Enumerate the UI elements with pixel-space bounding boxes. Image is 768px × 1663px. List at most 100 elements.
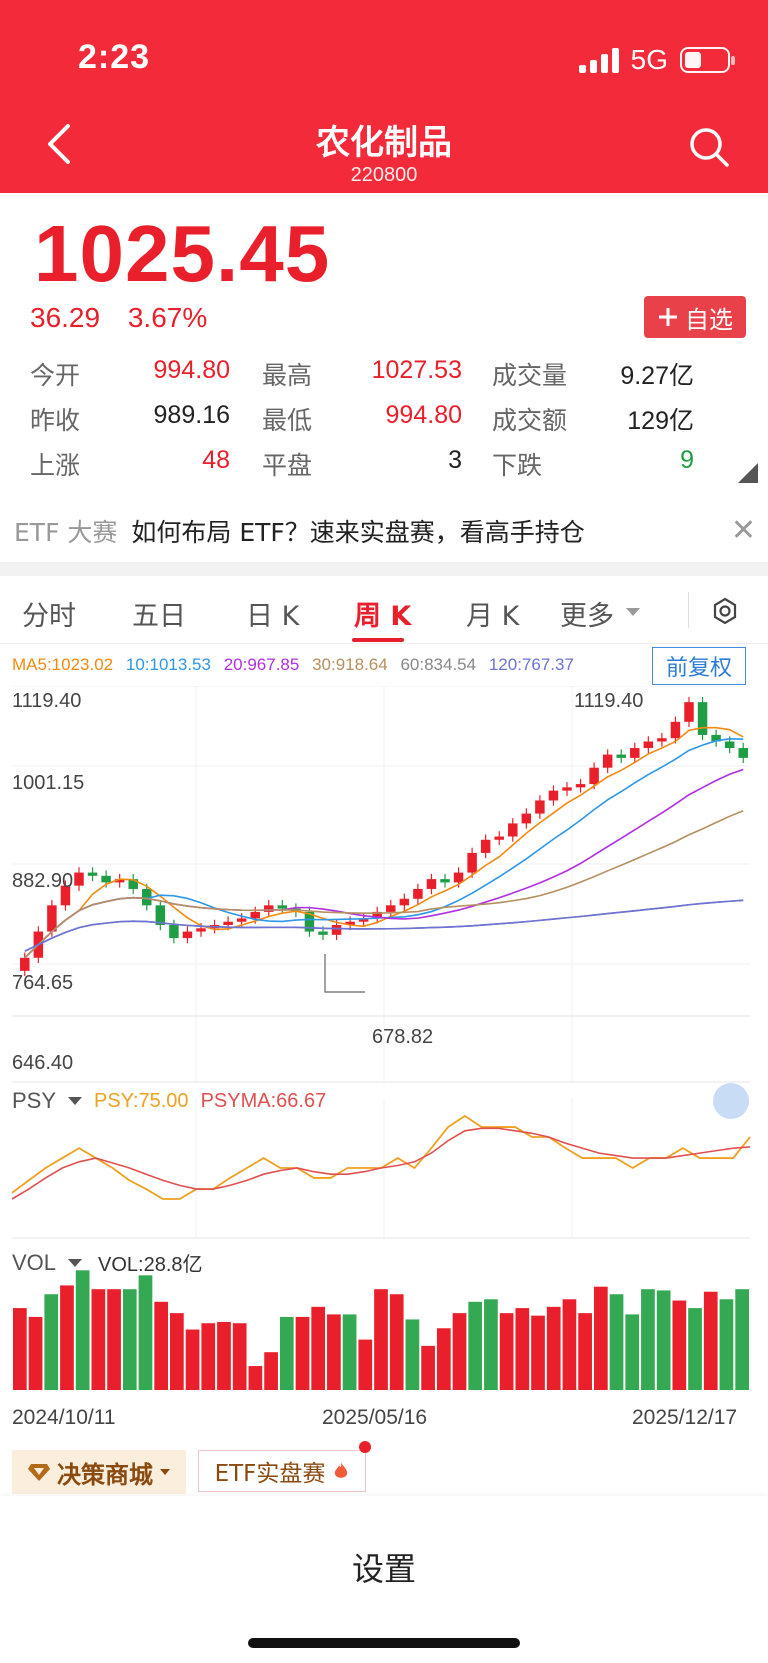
candle-body bbox=[60, 885, 71, 906]
tab-3[interactable]: 周 K bbox=[354, 601, 412, 632]
max-price-label: 1119.40 bbox=[574, 690, 644, 712]
vol-legend: VOL VOL:28.8亿 bbox=[12, 1248, 203, 1277]
psy-selector[interactable]: PSY bbox=[12, 1088, 82, 1114]
volume-bar bbox=[468, 1301, 483, 1390]
price-change: 36.29 3.67% bbox=[30, 302, 227, 334]
volume-bar bbox=[405, 1319, 420, 1390]
candle-body bbox=[697, 702, 708, 735]
volume-bar bbox=[499, 1313, 514, 1390]
watch-label: 自选 bbox=[685, 305, 733, 334]
add-watchlist-button[interactable]: 自选 bbox=[644, 296, 746, 338]
volume-bar bbox=[170, 1313, 184, 1390]
tab-4[interactable]: 月 K bbox=[466, 601, 520, 632]
volume-bar bbox=[217, 1321, 231, 1390]
y-axis-mid3: 764.65 bbox=[12, 972, 74, 994]
quote-stats: 今开 994.80 最高 1027.53 成交量 9.27亿 昨收 989.16 最低 994.8… bbox=[30, 356, 740, 491]
adjust-type-button[interactable]: 前复权 bbox=[652, 647, 746, 685]
candle-body bbox=[74, 872, 84, 886]
candle-body bbox=[264, 905, 274, 912]
candle-body bbox=[196, 928, 206, 932]
candle-body bbox=[467, 852, 477, 873]
tab-1[interactable]: 五日 bbox=[132, 601, 186, 632]
settings-label[interactable]: 设置 bbox=[351, 1550, 416, 1588]
volume-bar bbox=[625, 1314, 640, 1390]
ma120-line bbox=[24, 899, 744, 952]
settings-sheet[interactable]: 设置 bbox=[0, 1496, 768, 1663]
candle-body bbox=[304, 911, 315, 932]
volume-bar bbox=[28, 1316, 43, 1390]
volume-bar bbox=[735, 1289, 749, 1390]
volume-bar bbox=[295, 1316, 310, 1390]
home-indicator bbox=[248, 1638, 520, 1648]
back-arrow-icon[interactable] bbox=[40, 120, 80, 168]
y-axis-high: 1119.40 bbox=[12, 690, 82, 712]
stat-value: 9 bbox=[680, 446, 694, 474]
ma120-value: 120:767.37 bbox=[488, 655, 574, 674]
candle-body bbox=[657, 738, 667, 742]
candle-body bbox=[630, 748, 640, 758]
tab-2[interactable]: 日 K bbox=[246, 601, 300, 632]
volume-bar bbox=[13, 1308, 27, 1390]
candle-body bbox=[480, 839, 491, 853]
ma30-line bbox=[24, 809, 744, 959]
date-end: 2025/12/17 bbox=[632, 1406, 738, 1429]
etf-contest-button[interactable]: ETF实盘赛 bbox=[198, 1441, 371, 1492]
volume-bar bbox=[436, 1328, 451, 1390]
candle-body bbox=[345, 921, 355, 925]
stat-value: 994.80 bbox=[385, 401, 462, 429]
stat-label: 最低 bbox=[262, 406, 313, 435]
volume-bar bbox=[641, 1289, 655, 1390]
search-icon[interactable] bbox=[688, 126, 730, 168]
candle-body bbox=[372, 911, 382, 919]
diamond-icon bbox=[28, 1464, 50, 1481]
battery-icon bbox=[680, 47, 735, 73]
close-icon[interactable]: ✕ bbox=[730, 513, 756, 548]
min-marker bbox=[324, 954, 365, 993]
indicator-switch-icon[interactable] bbox=[713, 1083, 749, 1119]
candle-body bbox=[358, 918, 369, 922]
candle-body bbox=[589, 767, 599, 785]
candle-body bbox=[87, 872, 98, 876]
status-time: 2:23 bbox=[78, 38, 151, 76]
candle-body bbox=[277, 905, 288, 909]
ma5-line bbox=[24, 726, 744, 959]
expand-corner-icon[interactable] bbox=[738, 463, 758, 483]
min-price-label: 678.82 bbox=[372, 1026, 434, 1048]
ma60-value: 60:834.54 bbox=[400, 655, 477, 674]
stat-label: 昨收 bbox=[30, 406, 81, 435]
candle-body bbox=[738, 748, 748, 758]
candle-body bbox=[521, 813, 532, 824]
volume-bar bbox=[44, 1294, 59, 1390]
chart-settings-icon[interactable] bbox=[710, 596, 740, 626]
tab-5[interactable]: 更多 bbox=[560, 601, 614, 632]
candle-body bbox=[399, 898, 410, 906]
change-amount: 36.29 bbox=[30, 302, 101, 333]
y-axis-low: 646.40 bbox=[12, 1052, 74, 1074]
chart-tabs: 分时 五日 日 K 周 K 月 K 更多 bbox=[0, 578, 768, 644]
volume-bar bbox=[138, 1275, 153, 1390]
volume-bar bbox=[672, 1300, 687, 1390]
candle-body bbox=[426, 879, 437, 889]
tab-0[interactable]: 分时 bbox=[22, 601, 76, 632]
vol-selector[interactable]: VOL bbox=[12, 1250, 82, 1276]
plus-icon bbox=[659, 308, 677, 326]
current-price: 1025.45 bbox=[34, 209, 331, 298]
volume-bar bbox=[515, 1308, 530, 1390]
volume-bar bbox=[546, 1306, 561, 1390]
page-title: 农化制品 bbox=[316, 123, 452, 163]
kline-chart[interactable] bbox=[0, 686, 768, 1406]
stats-row: 上涨 48 平盘 3 下跌 9 bbox=[30, 446, 740, 491]
ma5-value: MA5:1023.02 bbox=[12, 655, 114, 674]
stat-value: 989.16 bbox=[153, 401, 230, 429]
volume-bar bbox=[452, 1313, 467, 1390]
candle-body bbox=[182, 931, 193, 939]
decision-mall-button[interactable]: 决策商城 bbox=[12, 1450, 186, 1494]
stat-label: 平盘 bbox=[262, 451, 313, 480]
stat-value: 994.80 bbox=[153, 356, 230, 384]
stat-value: 48 bbox=[202, 446, 230, 474]
date-start: 2024/10/11 bbox=[12, 1406, 116, 1429]
volume-bar bbox=[719, 1299, 734, 1390]
promo-banner[interactable]: ETF 大赛 如何布局 ETF？速来实盘赛，看高手持仓 ✕ bbox=[0, 503, 768, 559]
candle-body bbox=[562, 787, 572, 791]
